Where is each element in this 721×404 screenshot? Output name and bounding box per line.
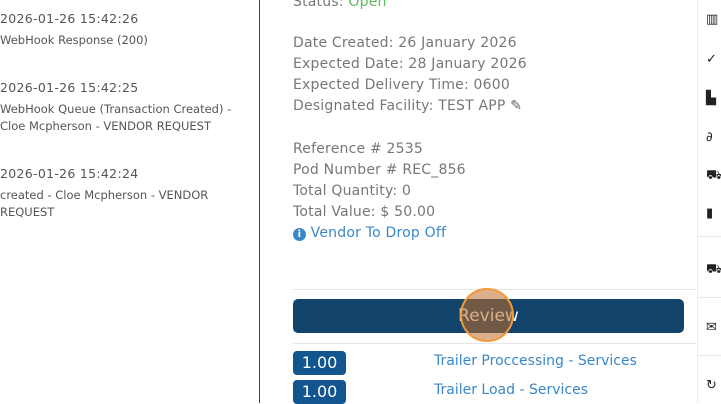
log-entry: 2026-01-26 15:42:26 WebHook Response (20… (0, 11, 148, 49)
log-entry: 2026-01-26 15:42:25 WebHook Queue (Trans… (0, 80, 240, 135)
reference: Reference # 2535 (293, 141, 423, 157)
pdf-icon[interactable]: ▙ (706, 91, 716, 106)
divider (293, 289, 697, 290)
refresh-icon[interactable]: ↻ (706, 378, 717, 393)
log-message: WebHook Response (200) (0, 33, 148, 47)
service-qty: 1.00 (293, 380, 346, 404)
expected-time: Expected Delivery Time: 0600 (293, 77, 510, 93)
facility: Designated Facility: TEST APP ✎ (293, 98, 523, 114)
truck-icon[interactable]: ⛟ (706, 262, 721, 277)
log-message: WebHook Queue (Transaction Created) - Cl… (0, 102, 232, 133)
document-icon[interactable]: ▮ (706, 206, 714, 221)
divider (698, 236, 721, 237)
check-icon[interactable]: ✓ (706, 52, 717, 67)
log-time: 2026-01-26 15:42:24 (0, 166, 139, 181)
expected-date: Expected Date: 28 January 2026 (293, 56, 527, 72)
action-sidebar: ▥ ✓ ▙ ∂ ⛟ ▮ ⛟ ✉ ↻ (697, 0, 721, 403)
envelope-icon[interactable]: ✉ (706, 320, 717, 335)
divider (293, 343, 697, 344)
vendor-note[interactable]: i Vendor To Drop Off (293, 225, 446, 241)
info-icon: i (293, 228, 306, 241)
divider (698, 355, 721, 356)
log-entry: 2026-01-26 15:42:24 created - Cloe Mcphe… (0, 166, 210, 221)
date-created: Date Created: 26 January 2026 (293, 35, 517, 51)
total-value: Total Value: $ 50.00 (293, 204, 436, 220)
service-link[interactable]: Trailer Load - Services (434, 382, 588, 398)
service-qty: 1.00 (293, 351, 346, 375)
divider (698, 297, 721, 298)
total-quantity: Total Quantity: 0 (293, 183, 412, 199)
service-link[interactable]: Trailer Proccessing - Services (434, 353, 637, 369)
forklift-icon[interactable]: ⛟ (706, 168, 721, 183)
activity-log: 2026-01-26 15:42:26 WebHook Response (20… (0, 0, 260, 403)
pod-number: Pod Number # REC_856 (293, 162, 466, 178)
status-value: Open (348, 0, 387, 10)
status: Status: Open (293, 0, 387, 10)
edit-icon[interactable]: ✎ (510, 98, 523, 114)
log-message: created - Cloe Mcpherson - VENDOR REQUES… (0, 188, 209, 219)
trailer-icon[interactable]: ▥ (706, 12, 719, 27)
log-time: 2026-01-26 15:42:26 (0, 11, 139, 26)
log-time: 2026-01-26 15:42:25 (0, 80, 139, 95)
signature-icon[interactable]: ∂ (706, 130, 713, 145)
review-button[interactable]: Review (293, 299, 684, 333)
